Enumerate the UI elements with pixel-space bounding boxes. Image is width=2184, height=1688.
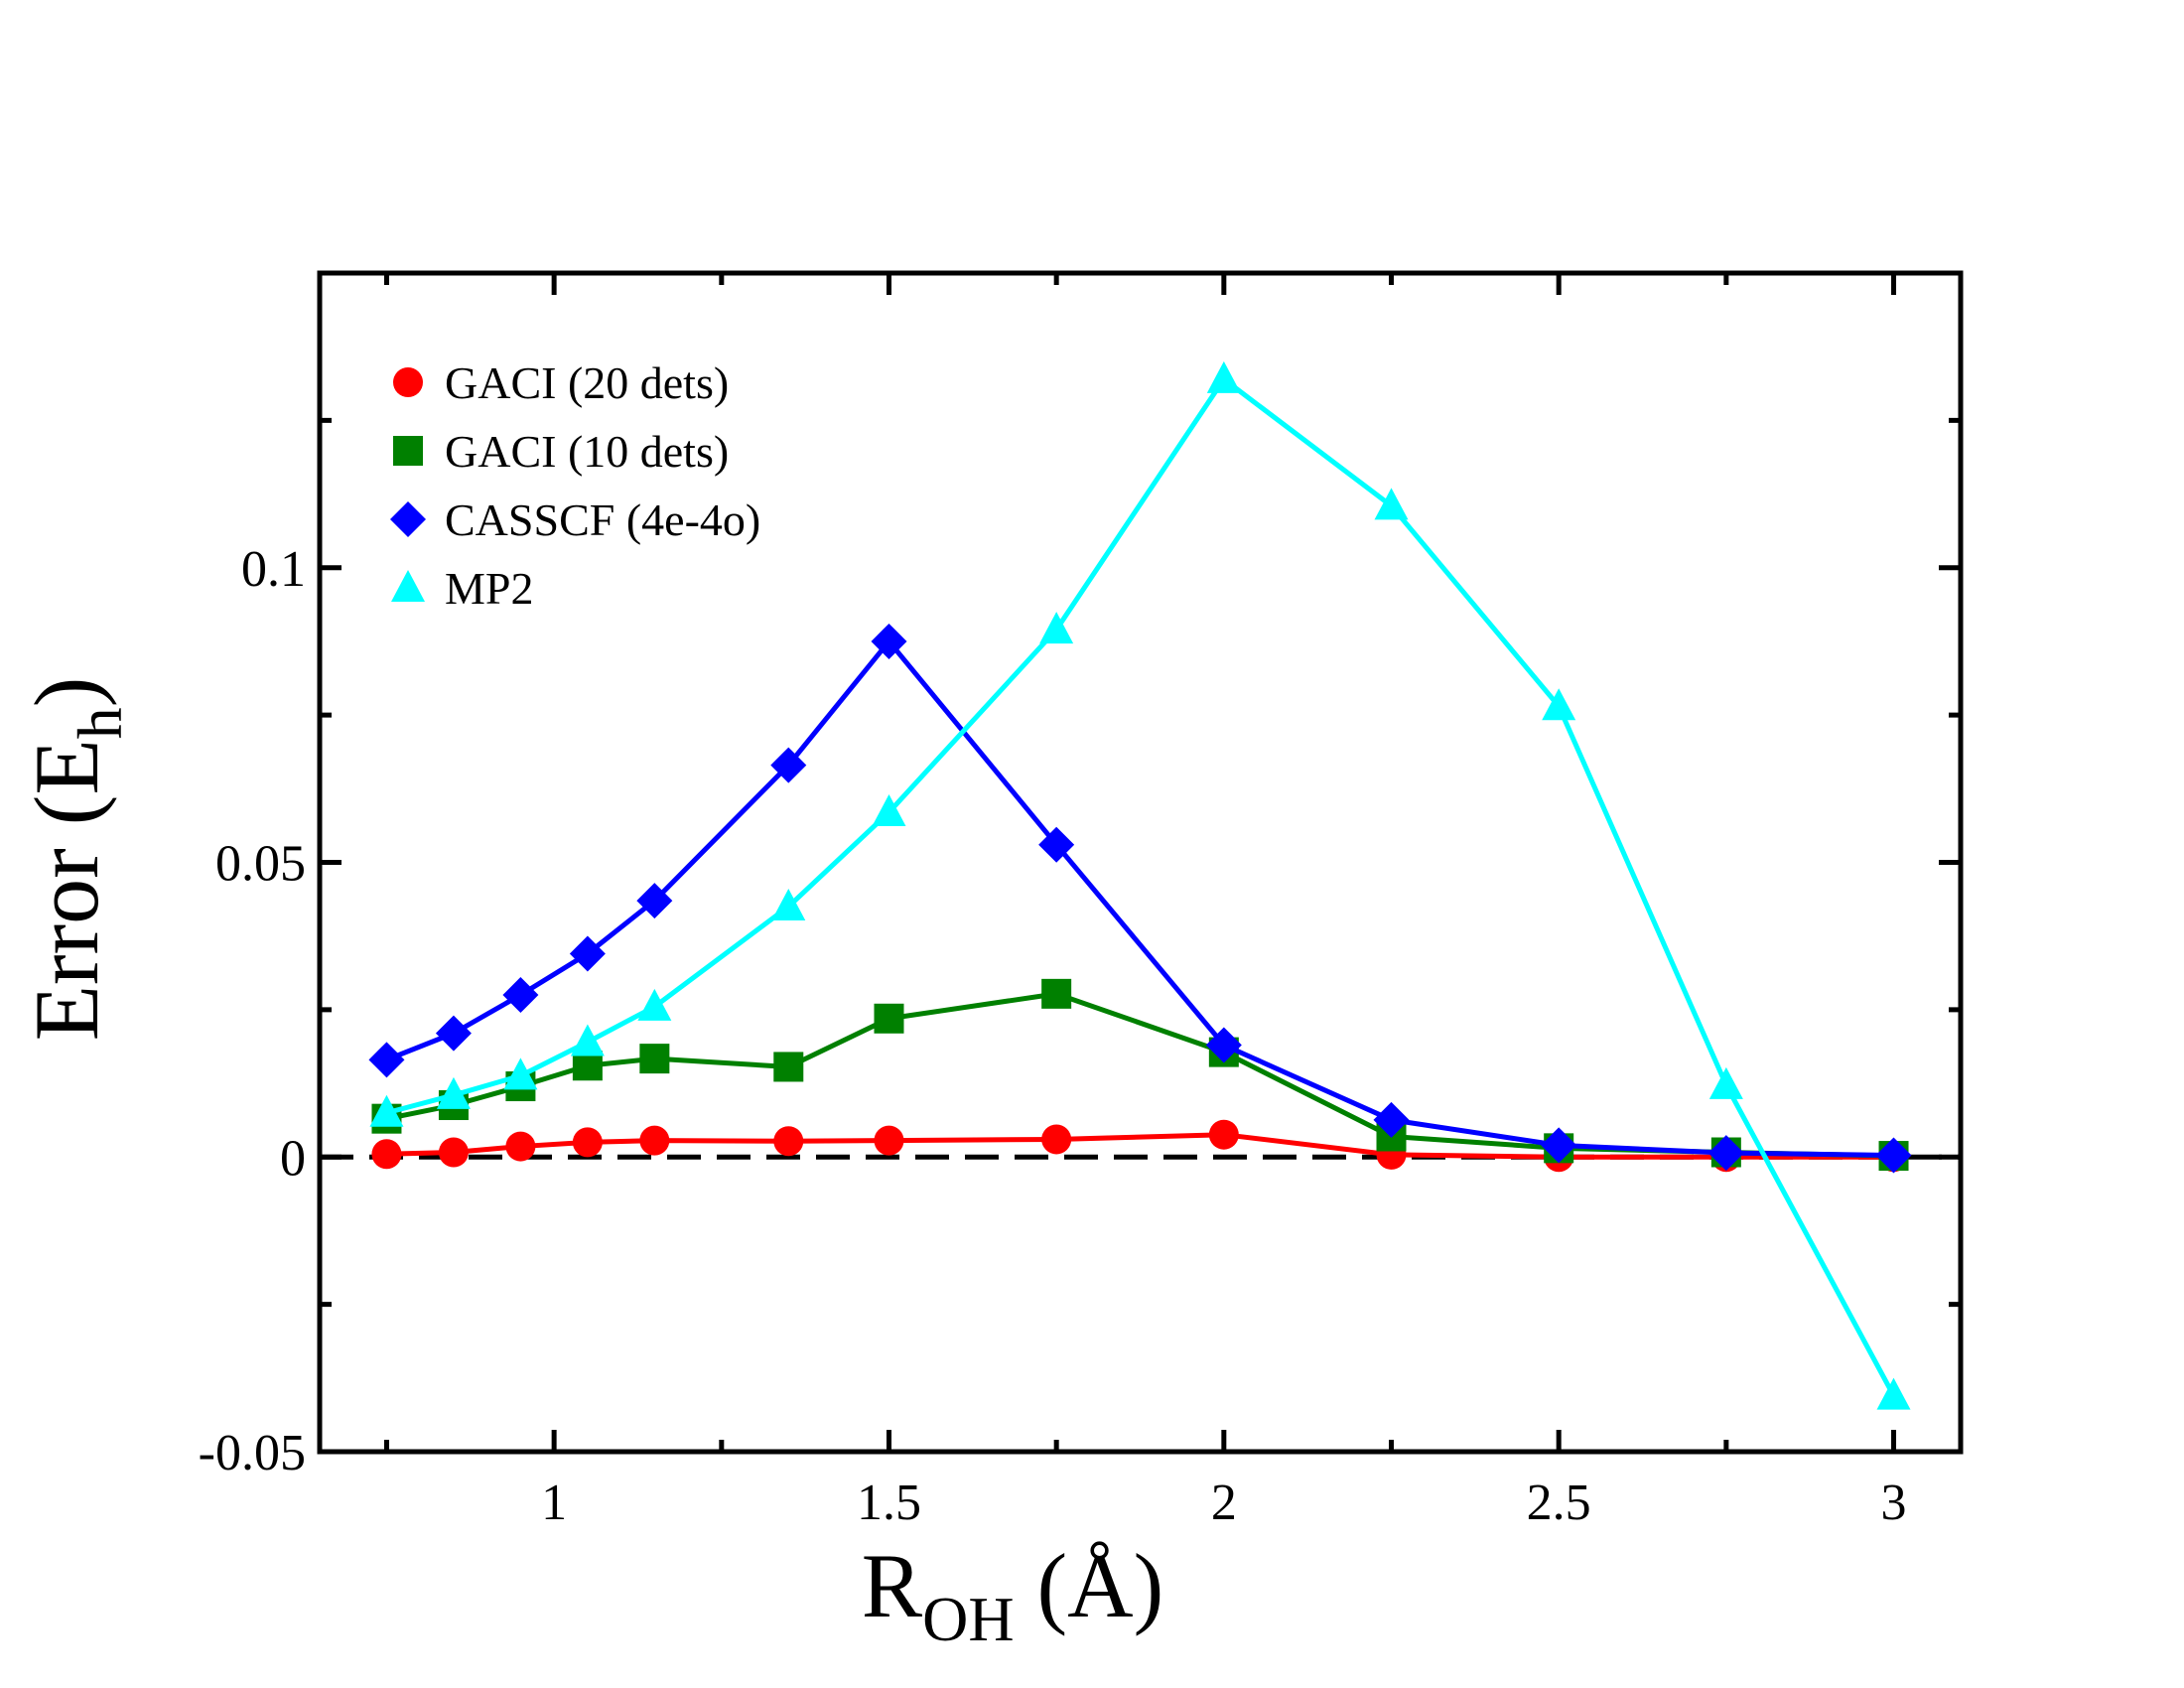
y-axis-title: Error (Eh) bbox=[16, 677, 135, 1042]
x-axis-title-subscript: OH bbox=[922, 1584, 1014, 1654]
x-tick-label: 1.5 bbox=[857, 1475, 921, 1531]
legend-label-gaci-10-dets: GACI (10 dets) bbox=[445, 426, 729, 477]
series-gaci-20-dets bbox=[371, 1119, 1909, 1173]
x-tick-label: 2.5 bbox=[1527, 1475, 1591, 1531]
data-point-mp2 bbox=[570, 1024, 605, 1056]
data-point-mp2 bbox=[872, 794, 906, 827]
y-tick-label: 0.1 bbox=[241, 541, 306, 598]
data-point-mp2 bbox=[1206, 360, 1241, 393]
data-point-mp2 bbox=[503, 1057, 538, 1090]
legend-item-casscf-4e-4o: CASSCF (4e-4o) bbox=[390, 494, 760, 545]
series-casscf-4e-4o bbox=[368, 623, 1912, 1174]
data-point-casscf-4e-4o bbox=[435, 1015, 472, 1052]
series-line-gaci-10-dets bbox=[385, 991, 1894, 1159]
legend-marker-casscf-4e-4o bbox=[390, 501, 426, 537]
data-point-gaci-10-dets bbox=[1041, 978, 1072, 1009]
y-axis-title-subscript: h bbox=[65, 707, 135, 739]
data-point-gaci-20-dets bbox=[572, 1127, 603, 1158]
data-point-mp2 bbox=[1708, 1066, 1743, 1099]
data-point-gaci-20-dets bbox=[1208, 1119, 1239, 1150]
data-point-gaci-20-dets bbox=[1041, 1124, 1072, 1155]
legend-marker-gaci-10-dets bbox=[393, 436, 423, 466]
data-point-casscf-4e-4o bbox=[1038, 826, 1075, 863]
data-point-mp2 bbox=[1374, 488, 1409, 520]
data-point-gaci-20-dets bbox=[371, 1139, 402, 1170]
axis-ticks: 1 1.5 2 2.5 3 -0.05 0 0.05 0.1 bbox=[199, 273, 1961, 1531]
data-point-casscf-4e-4o bbox=[636, 883, 673, 919]
data-point-gaci-10-dets bbox=[773, 1052, 804, 1082]
data-point-gaci-10-dets bbox=[874, 1003, 904, 1034]
legend-marker-mp2 bbox=[391, 570, 425, 602]
data-point-gaci-20-dets bbox=[505, 1131, 536, 1162]
x-tick-label: 3 bbox=[1881, 1475, 1907, 1531]
legend-label-mp2: MP2 bbox=[445, 563, 533, 614]
legend-label-gaci-20-dets: GACI (20 dets) bbox=[445, 357, 729, 408]
x-tick-label: 2 bbox=[1211, 1475, 1237, 1531]
x-tick-label: 1 bbox=[541, 1475, 567, 1531]
y-axis-title-main: Error (E bbox=[16, 739, 117, 1041]
x-axis-title: ROH (Å) bbox=[862, 1535, 1164, 1654]
series-line-gaci-20-dets bbox=[386, 1132, 1894, 1160]
data-point-casscf-4e-4o bbox=[569, 935, 606, 972]
data-point-mp2 bbox=[1039, 612, 1074, 644]
y-tick-label: 0 bbox=[280, 1130, 306, 1187]
legend-item-mp2: MP2 bbox=[391, 563, 533, 614]
series-group bbox=[368, 360, 1912, 1410]
x-axis-title-main: R bbox=[862, 1535, 923, 1636]
legend-marker-gaci-20-dets bbox=[393, 367, 423, 397]
data-point-casscf-4e-4o bbox=[1373, 1101, 1410, 1138]
data-point-mp2 bbox=[637, 988, 672, 1021]
y-axis-title-close: ) bbox=[16, 677, 117, 708]
data-point-casscf-4e-4o bbox=[502, 977, 539, 1014]
legend-item-gaci-10-dets: GACI (10 dets) bbox=[393, 426, 729, 477]
data-point-mp2 bbox=[369, 1094, 404, 1127]
data-point-mp2 bbox=[1542, 688, 1576, 721]
data-point-casscf-4e-4o bbox=[871, 623, 907, 659]
data-point-casscf-4e-4o bbox=[1541, 1127, 1577, 1164]
x-axis-title-unit: (Å) bbox=[1015, 1535, 1164, 1636]
data-point-mp2 bbox=[436, 1076, 471, 1109]
series-line-casscf-4e-4o bbox=[385, 638, 1894, 1158]
series-mp2 bbox=[369, 360, 1911, 1410]
data-point-casscf-4e-4o bbox=[1875, 1137, 1912, 1174]
data-point-casscf-4e-4o bbox=[1707, 1135, 1744, 1172]
data-point-casscf-4e-4o bbox=[770, 747, 807, 783]
data-point-gaci-10-dets bbox=[639, 1044, 670, 1074]
legend: GACI (20 dets) GACI (10 dets) CASSCF (4e-4… bbox=[390, 357, 760, 614]
data-point-gaci-20-dets bbox=[438, 1137, 469, 1168]
data-point-gaci-20-dets bbox=[773, 1126, 804, 1157]
legend-label-casscf-4e-4o: CASSCF (4e-4o) bbox=[445, 494, 760, 545]
data-point-mp2 bbox=[771, 889, 806, 921]
data-point-mp2 bbox=[1876, 1377, 1911, 1410]
y-tick-label: 0.05 bbox=[215, 836, 306, 893]
data-point-gaci-20-dets bbox=[639, 1125, 670, 1156]
data-point-casscf-4e-4o bbox=[1205, 1027, 1242, 1063]
data-point-casscf-4e-4o bbox=[368, 1042, 405, 1078]
y-tick-label: -0.05 bbox=[199, 1425, 306, 1481]
data-point-gaci-20-dets bbox=[874, 1125, 904, 1156]
legend-item-gaci-20-dets: GACI (20 dets) bbox=[393, 357, 729, 408]
